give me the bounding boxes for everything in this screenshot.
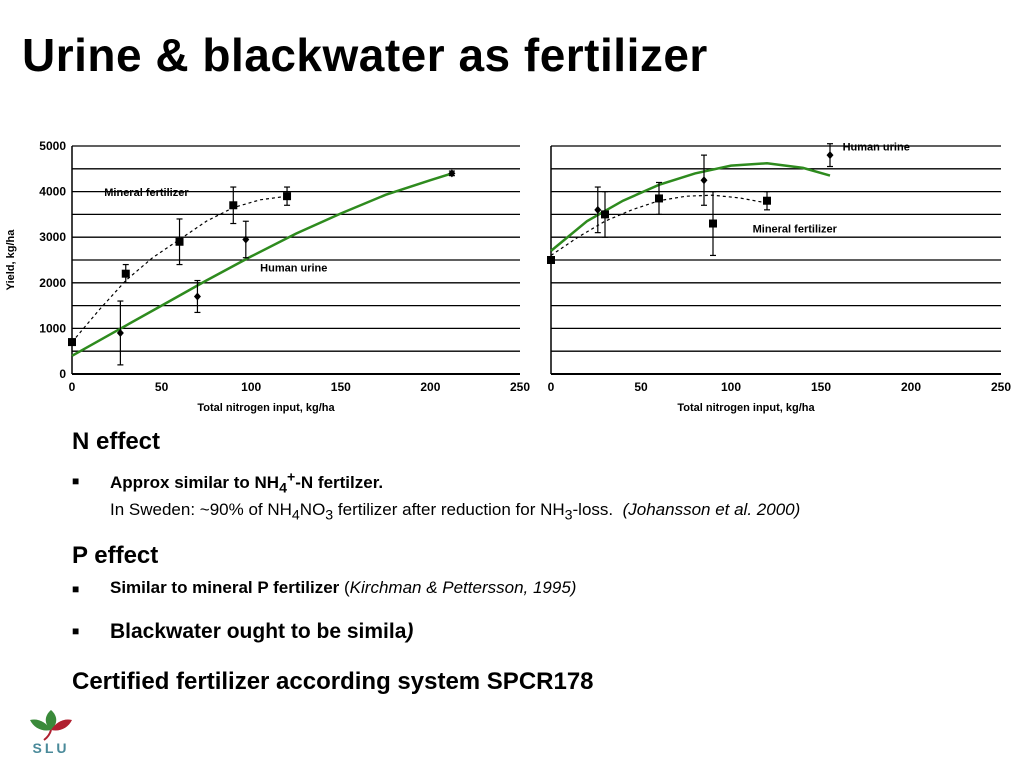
y-tick-label: 5000 <box>39 139 66 153</box>
x-tick-label: 100 <box>241 380 261 394</box>
mineral-data-point <box>709 219 717 228</box>
sweden-note: In Sweden: ~90% of NH4NO3 fertilizer aft… <box>110 500 801 524</box>
n-effect-bullet: ■ Approx similar to NH4+-N fertilzer. In… <box>72 469 801 524</box>
y-tick-label: 3000 <box>39 230 66 244</box>
x-tick-label: 100 <box>721 380 741 394</box>
p-effect-bullet-1: ■ Similar to mineral P fertilizer (Kirch… <box>72 578 577 598</box>
y-tick-label: 1000 <box>39 321 66 335</box>
series-label: Mineral fertilizer <box>753 224 838 236</box>
bullet-square-icon: ■ <box>72 624 80 639</box>
logo-text: SLU <box>32 740 70 756</box>
n-effect-heading: N effect <box>72 428 161 455</box>
urine-fit-curve <box>550 162 831 252</box>
mineral-fit-curve <box>71 195 288 343</box>
urine-data-point <box>116 328 124 337</box>
slide-content: N effect ■ Approx similar to NH4+-N fert… <box>72 428 1002 696</box>
urine-data-point <box>448 169 456 178</box>
p-effect-heading: P effect <box>72 542 159 570</box>
x-axis-label: Total nitrogen input, kg/ha <box>677 402 815 414</box>
x-tick-label: 150 <box>331 380 351 394</box>
bullet-square-icon: ■ <box>72 474 80 488</box>
y-axis-label: Yield, kg/ha <box>5 229 17 291</box>
x-tick-label: 50 <box>634 380 648 394</box>
x-tick-label: 50 <box>155 380 169 394</box>
series-label: Mineral fertilizer <box>104 187 189 199</box>
certified-note: Certified fertilizer according system SP… <box>72 668 594 696</box>
mineral-data-point <box>601 210 609 219</box>
mineral-data-point <box>121 269 130 278</box>
citation-kirchman: Kirchman & Pettersson, 1995) <box>349 578 577 598</box>
p-effect-bullet-2: ■ Blackwater ought to be simila) <box>72 620 414 644</box>
mineral-data-point <box>283 192 292 201</box>
slu-logo: SLU <box>26 706 76 762</box>
y-tick-label: 0 <box>59 367 66 381</box>
x-tick-label: 200 <box>420 380 440 394</box>
x-tick-label: 150 <box>811 380 831 394</box>
x-tick-label: 250 <box>510 380 530 394</box>
urine-data-point <box>193 292 201 301</box>
leaf-icon <box>30 710 72 741</box>
urine-fit-curve <box>71 172 453 357</box>
x-axis-label: Total nitrogen input, kg/ha <box>197 402 335 414</box>
bullet-square-icon: ■ <box>72 582 80 597</box>
mineral-data-point <box>655 194 663 203</box>
y-tick-label: 2000 <box>39 276 66 290</box>
mineral-data-point <box>229 201 238 210</box>
mineral-data-point <box>763 196 771 205</box>
x-tick-label: 250 <box>991 380 1011 394</box>
mineral-data-point <box>68 338 76 347</box>
urine-data-point <box>826 151 834 160</box>
urine-data-point <box>594 205 602 214</box>
y-tick-label: 4000 <box>39 185 66 199</box>
yield-chart-right: 0 50 100 150 200 250 Total nitrogen input, kg/… <box>547 142 1011 414</box>
x-tick-label: 0 <box>548 380 555 394</box>
series-label: Human urine <box>260 262 327 274</box>
mineral-data-point <box>175 237 184 246</box>
series-label: Human urine <box>843 142 910 154</box>
slide-title: Urine & blackwater as fertilizer <box>22 29 708 81</box>
urine-data-point <box>242 235 250 244</box>
yield-chart-left: 0 50 100 150 200 250 0 1000 2000 3000 4000 5000 Tota… <box>5 139 530 414</box>
mineral-data-point <box>547 256 555 264</box>
x-tick-label: 0 <box>69 380 76 394</box>
urine-data-point <box>700 176 708 185</box>
citation-johansson: (Johansson et al. 2000) <box>622 500 801 520</box>
x-tick-label: 200 <box>901 380 921 394</box>
